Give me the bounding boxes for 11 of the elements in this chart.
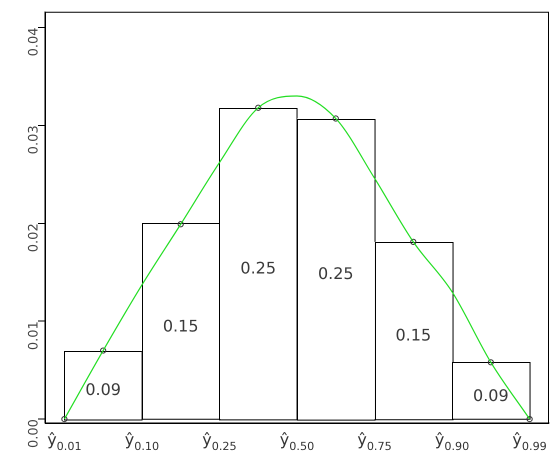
y-tick-label: 0.01 (26, 321, 42, 350)
annotation: 0.25 (240, 258, 276, 278)
y-tick-label: 0.00 (26, 419, 42, 448)
y-tick-label: 0.03 (26, 125, 42, 154)
y-tick-label: 0.04 (26, 27, 42, 56)
annotation: 0.09 (85, 380, 121, 399)
annotation: 0.15 (395, 326, 432, 345)
annotation: 0.09 (473, 386, 509, 405)
y-tick-label: 0.02 (26, 223, 42, 252)
annotation: 0.15 (162, 316, 199, 336)
annotation: 0.25 (318, 264, 354, 283)
